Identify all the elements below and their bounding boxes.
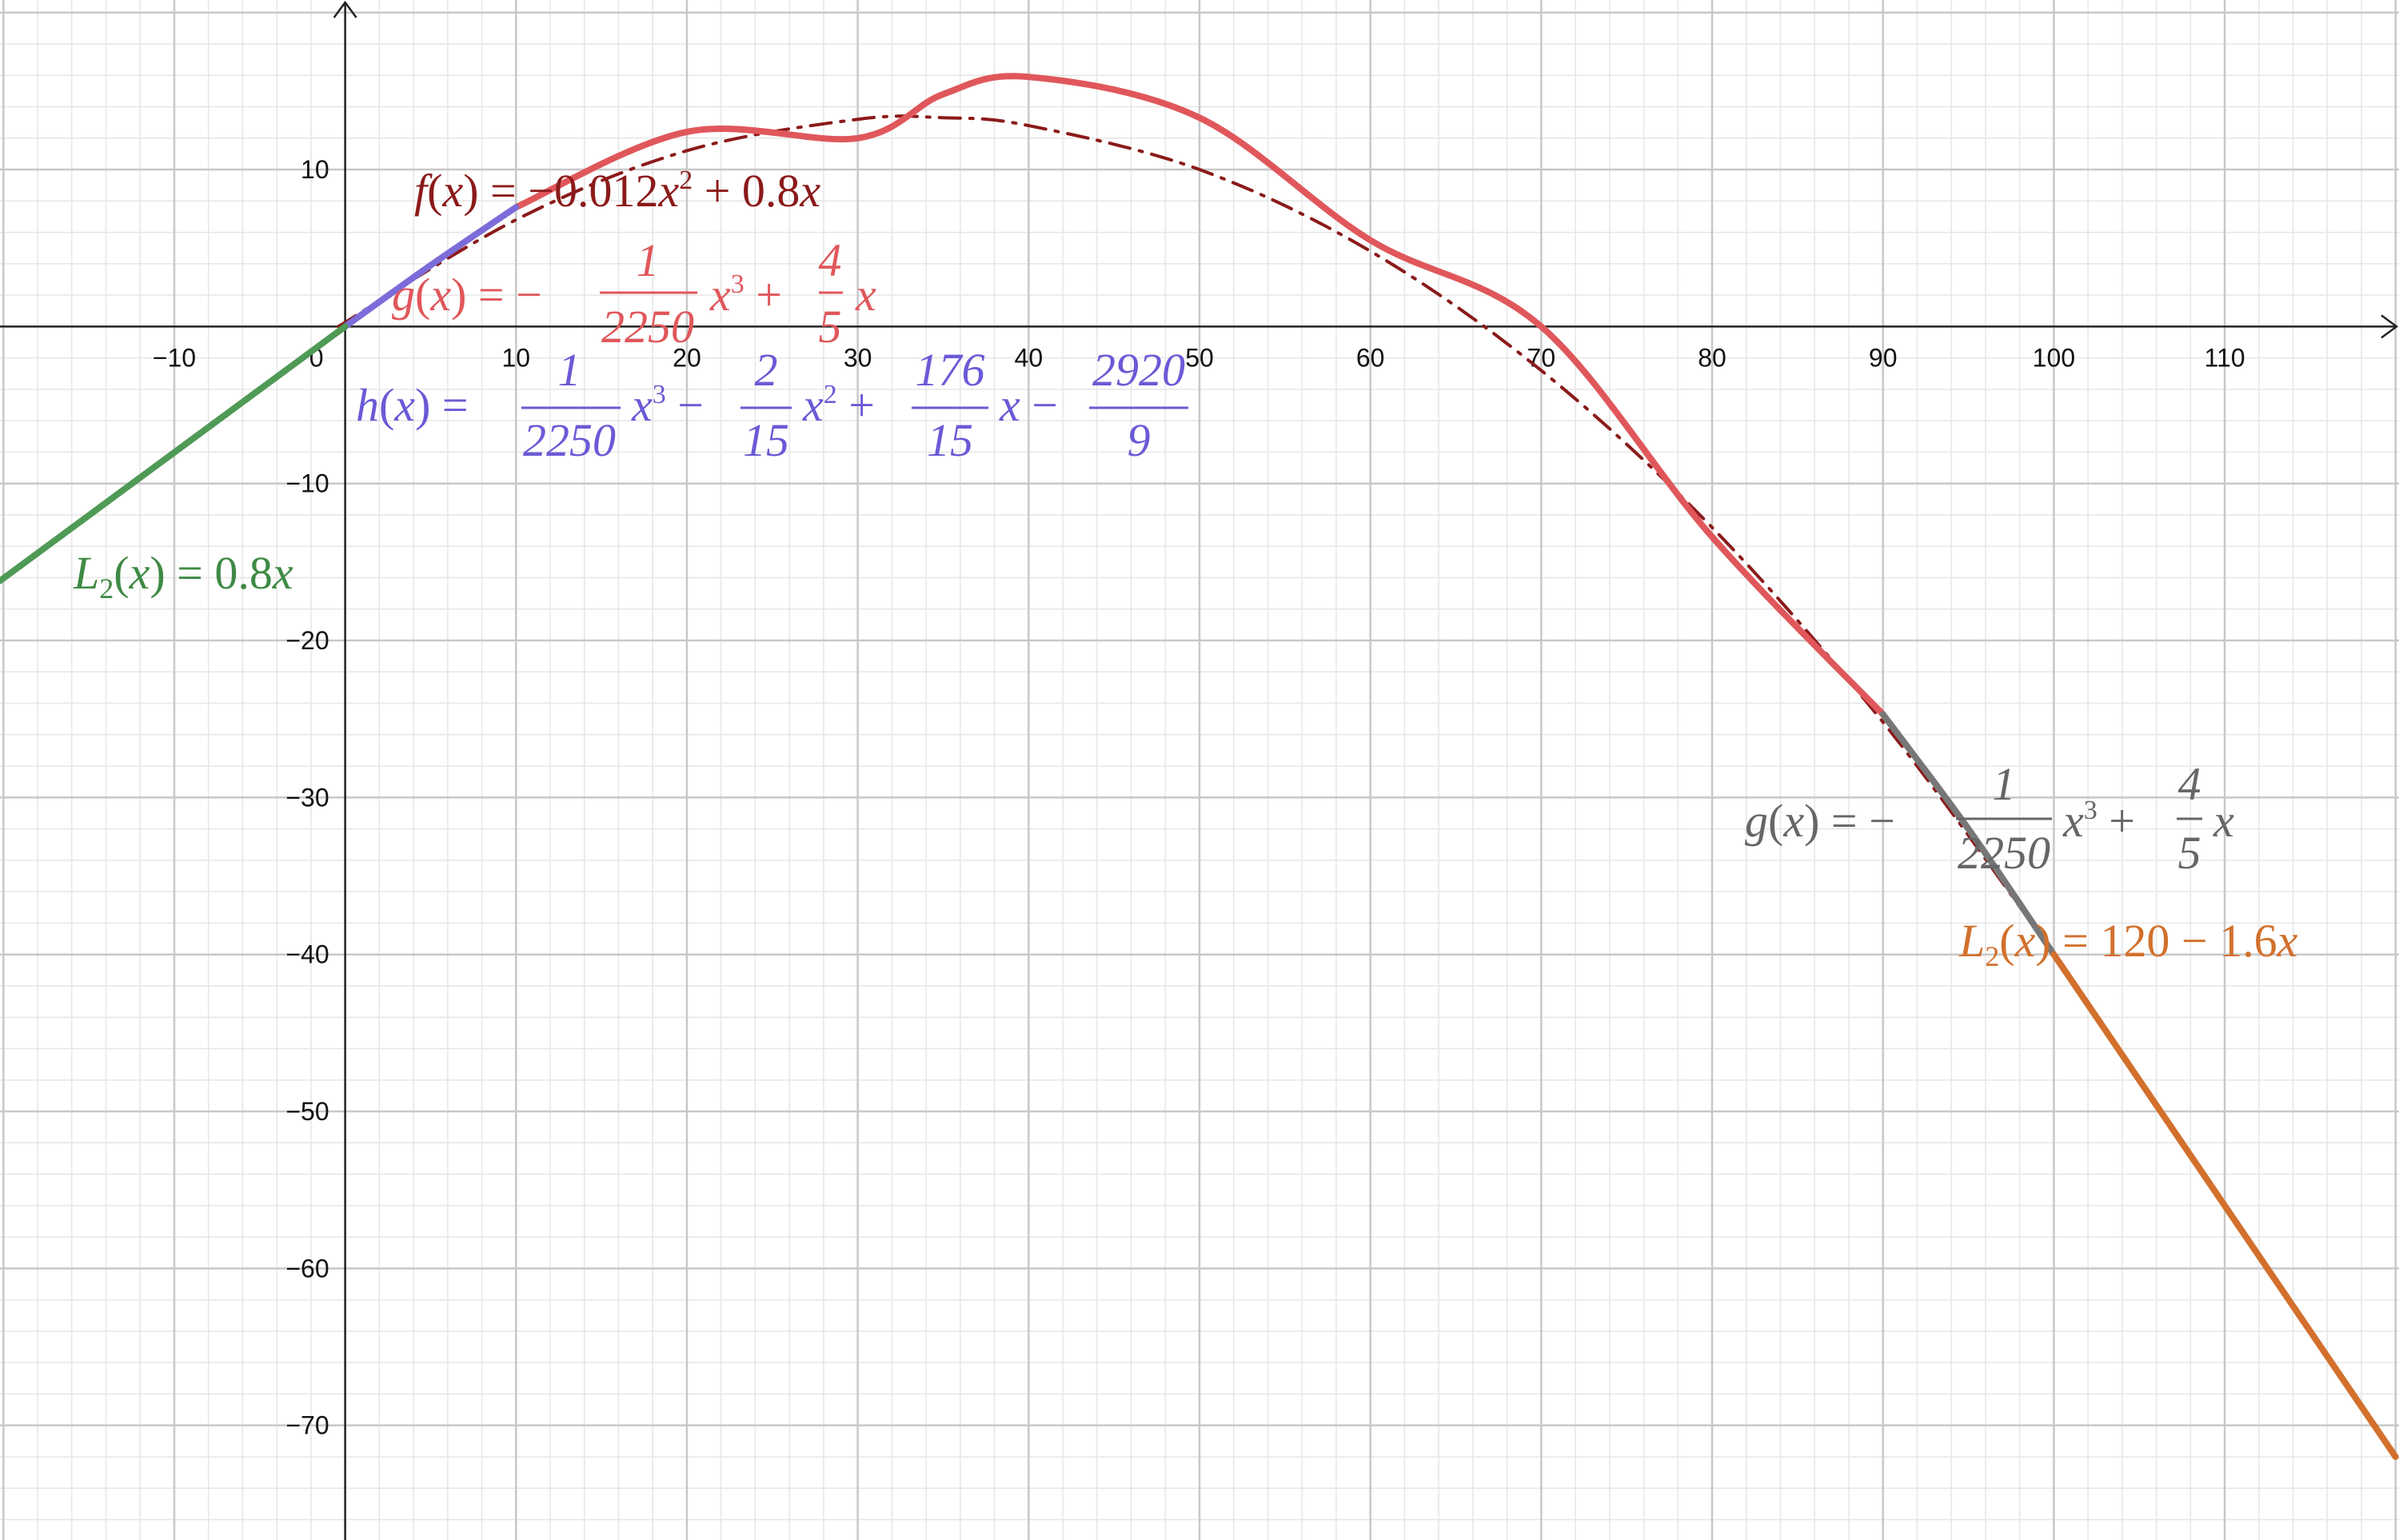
series-h-line xyxy=(341,204,520,330)
svg-text:x: x xyxy=(2213,795,2234,847)
svg-text:176: 176 xyxy=(916,344,985,396)
svg-text:1: 1 xyxy=(558,344,581,396)
svg-text:15: 15 xyxy=(927,414,973,466)
x-tick-label: 20 xyxy=(673,343,701,372)
curves xyxy=(0,73,2399,1460)
x-tick-label: 70 xyxy=(1527,343,1556,372)
g-equation-label: g(x) = − 1 2250 x3 + 4 5 x xyxy=(392,234,876,353)
svg-text:x: x xyxy=(855,269,876,321)
svg-text:g(x) = −: g(x) = − xyxy=(1745,795,1895,847)
g-right-equation-label: g(x) = − 1 2250 x3 + 4 5 x xyxy=(1745,758,2234,879)
svg-text:x2 +: x2 + xyxy=(802,379,875,431)
svg-text:1: 1 xyxy=(637,234,660,286)
f-equation-label: f(x) = −0.012x2 + 0.8x xyxy=(414,165,820,217)
svg-text:x3 −: x3 − xyxy=(631,379,704,431)
svg-text:1: 1 xyxy=(1993,758,2016,810)
x-tick-label: 60 xyxy=(1356,343,1385,372)
svg-text:x −: x − xyxy=(999,379,1058,431)
x-tick-label: 50 xyxy=(1185,343,1214,372)
x-tick-label: 80 xyxy=(1698,343,1726,372)
svg-text:4: 4 xyxy=(2178,758,2201,810)
x-tick-label: 90 xyxy=(1869,343,1898,372)
x-tick-label: 30 xyxy=(844,343,872,372)
series-g-line xyxy=(513,73,1886,718)
x-tick-label: 10 xyxy=(502,343,531,372)
svg-text:x3 +: x3 + xyxy=(709,269,782,321)
y-tick-label: −70 xyxy=(285,1411,329,1440)
series-g_right-line xyxy=(1879,711,2058,958)
svg-text:5: 5 xyxy=(2178,827,2201,879)
y-tick-label: 10 xyxy=(301,155,329,184)
tick-labels: −10 0 10 20 30 40 50 60 70 80 90 100 11010−10−20−30−… xyxy=(153,155,2245,1440)
y-tick-label: −60 xyxy=(285,1254,329,1283)
svg-text:2: 2 xyxy=(755,344,778,396)
svg-text:2920: 2920 xyxy=(1092,344,1185,396)
x-tick-label: 110 xyxy=(2205,343,2245,372)
h-equation-label: h(x) = 1 2250 x3 − 2 15 x2 + 176 15 x − … xyxy=(356,344,1188,466)
series-L2_right-line xyxy=(2050,951,2399,1460)
svg-text:5: 5 xyxy=(819,301,842,353)
svg-text:9: 9 xyxy=(1128,414,1151,466)
y-axis-arrow xyxy=(333,0,357,18)
y-tick-label: −50 xyxy=(285,1097,329,1126)
x-axis-arrow xyxy=(2381,314,2399,339)
svg-text:2250: 2250 xyxy=(1958,827,2050,879)
svg-text:x3 +: x3 + xyxy=(2062,795,2135,847)
svg-text:h(x) =: h(x) = xyxy=(356,379,469,431)
svg-text:15: 15 xyxy=(743,414,789,466)
svg-text:2250: 2250 xyxy=(601,301,694,353)
svg-text:g(x) = −: g(x) = − xyxy=(392,269,542,321)
svg-text:2250: 2250 xyxy=(523,414,616,466)
svg-text:4: 4 xyxy=(819,234,842,286)
y-tick-label: −10 xyxy=(285,469,329,498)
annotations: f(x) = −0.012x2 + 0.8x g(x) = − 1 2250 x… xyxy=(73,165,2298,972)
y-tick-label: −40 xyxy=(285,940,329,969)
x-tick-label: 100 xyxy=(2033,343,2075,372)
series-f-line xyxy=(337,114,2037,930)
y-tick-label: −20 xyxy=(285,626,329,655)
l2-right-equation-label: L2(x) = 120 − 1.6x xyxy=(1958,915,2298,972)
x-tick-label: −10 xyxy=(153,343,196,372)
series-L2_left-line xyxy=(0,323,349,584)
x-tick-label: 40 xyxy=(1015,343,1044,372)
y-tick-label: −30 xyxy=(285,783,329,812)
